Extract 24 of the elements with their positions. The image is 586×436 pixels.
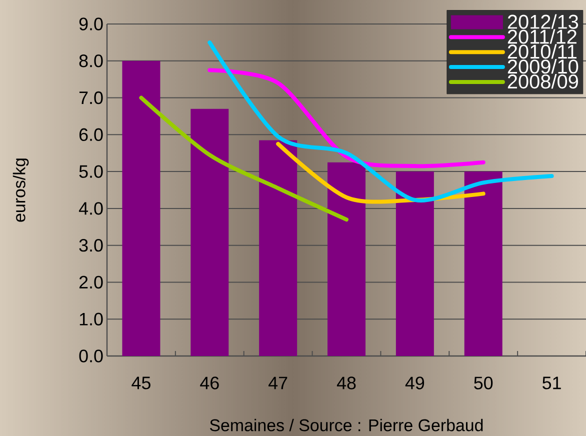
x-tick-label: 49 — [405, 376, 424, 390]
legend-label: 2009/10 — [508, 59, 578, 74]
y-tick-label: 3.0 — [79, 238, 103, 252]
legend-label: 2008/09 — [508, 74, 578, 89]
x-axis-title: Semaines / Source : Pierre Gerbaud — [210, 418, 483, 432]
y-tick-label: 2.0 — [79, 276, 103, 289]
y-tick-label: 9.0 — [79, 18, 103, 30]
legend-label: 2011/12 — [508, 29, 576, 44]
x-tick-label: 50 — [474, 376, 493, 390]
x-tick-label: 51 — [542, 376, 561, 390]
y-tick-label: 5.0 — [79, 165, 103, 178]
y-tick-label: 6.0 — [79, 128, 103, 142]
y-tick-label: 0.0 — [79, 350, 103, 362]
y-tick-label: 8.0 — [79, 54, 103, 68]
y-tick-label: 7.0 — [79, 91, 103, 104]
x-tick-label: 45 — [132, 376, 150, 390]
legend-label: 2010/11 — [508, 44, 576, 59]
x-tick-label: 47 — [268, 376, 288, 390]
y-axis-title: euros/kg — [12, 158, 29, 222]
y-tick-label: 4.0 — [78, 202, 103, 215]
y-tick-label: 1.0 — [80, 312, 103, 326]
legend-label: 2012/13 — [508, 14, 578, 29]
x-tick-label: 48 — [336, 376, 356, 390]
x-tick-label: 46 — [200, 376, 219, 390]
